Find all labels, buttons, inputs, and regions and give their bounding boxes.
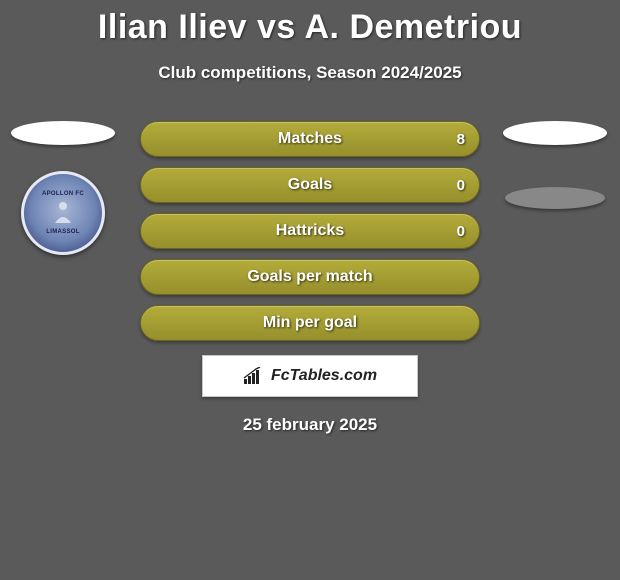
date-text: 25 february 2025 bbox=[0, 415, 620, 435]
left-player-column: APOLLON FC LIMASSOL bbox=[8, 121, 118, 255]
bar-label: Hattricks bbox=[276, 222, 344, 240]
right-player-placeholder-1 bbox=[503, 121, 607, 145]
bar-value-right: 0 bbox=[457, 177, 465, 194]
bar-min-per-goal: Min per goal bbox=[140, 305, 480, 341]
subtitle: Club competitions, Season 2024/2025 bbox=[0, 63, 620, 83]
bar-chart-icon bbox=[243, 367, 265, 385]
page-title: Ilian Iliev vs A. Demetriou bbox=[0, 0, 620, 47]
bar-label: Goals per match bbox=[247, 268, 372, 286]
bar-value-right: 0 bbox=[457, 223, 465, 240]
crest-text: APOLLON FC LIMASSOL bbox=[42, 191, 84, 235]
left-player-placeholder-1 bbox=[11, 121, 115, 145]
bar-label: Matches bbox=[278, 130, 342, 148]
right-player-column bbox=[500, 121, 610, 209]
brand-text: FcTables.com bbox=[271, 367, 377, 385]
bar-goals-per-match: Goals per match bbox=[140, 259, 480, 295]
bar-goals: Goals 0 bbox=[140, 167, 480, 203]
crest-figure-icon bbox=[48, 197, 78, 227]
comparison-row: APOLLON FC LIMASSOL Matches 8 Goals 0 Ha… bbox=[0, 121, 620, 341]
bar-label: Goals bbox=[288, 176, 332, 194]
bar-hattricks: Hattricks 0 bbox=[140, 213, 480, 249]
crest-bottom-text: LIMASSOL bbox=[46, 229, 79, 235]
bar-label: Min per goal bbox=[263, 314, 357, 332]
brand-box: FcTables.com bbox=[202, 355, 418, 397]
right-player-placeholder-2 bbox=[505, 187, 605, 209]
club-crest: APOLLON FC LIMASSOL bbox=[21, 171, 105, 255]
bar-value-right: 8 bbox=[457, 131, 465, 148]
stat-bars: Matches 8 Goals 0 Hattricks 0 Goals per … bbox=[140, 121, 480, 341]
bar-matches: Matches 8 bbox=[140, 121, 480, 157]
